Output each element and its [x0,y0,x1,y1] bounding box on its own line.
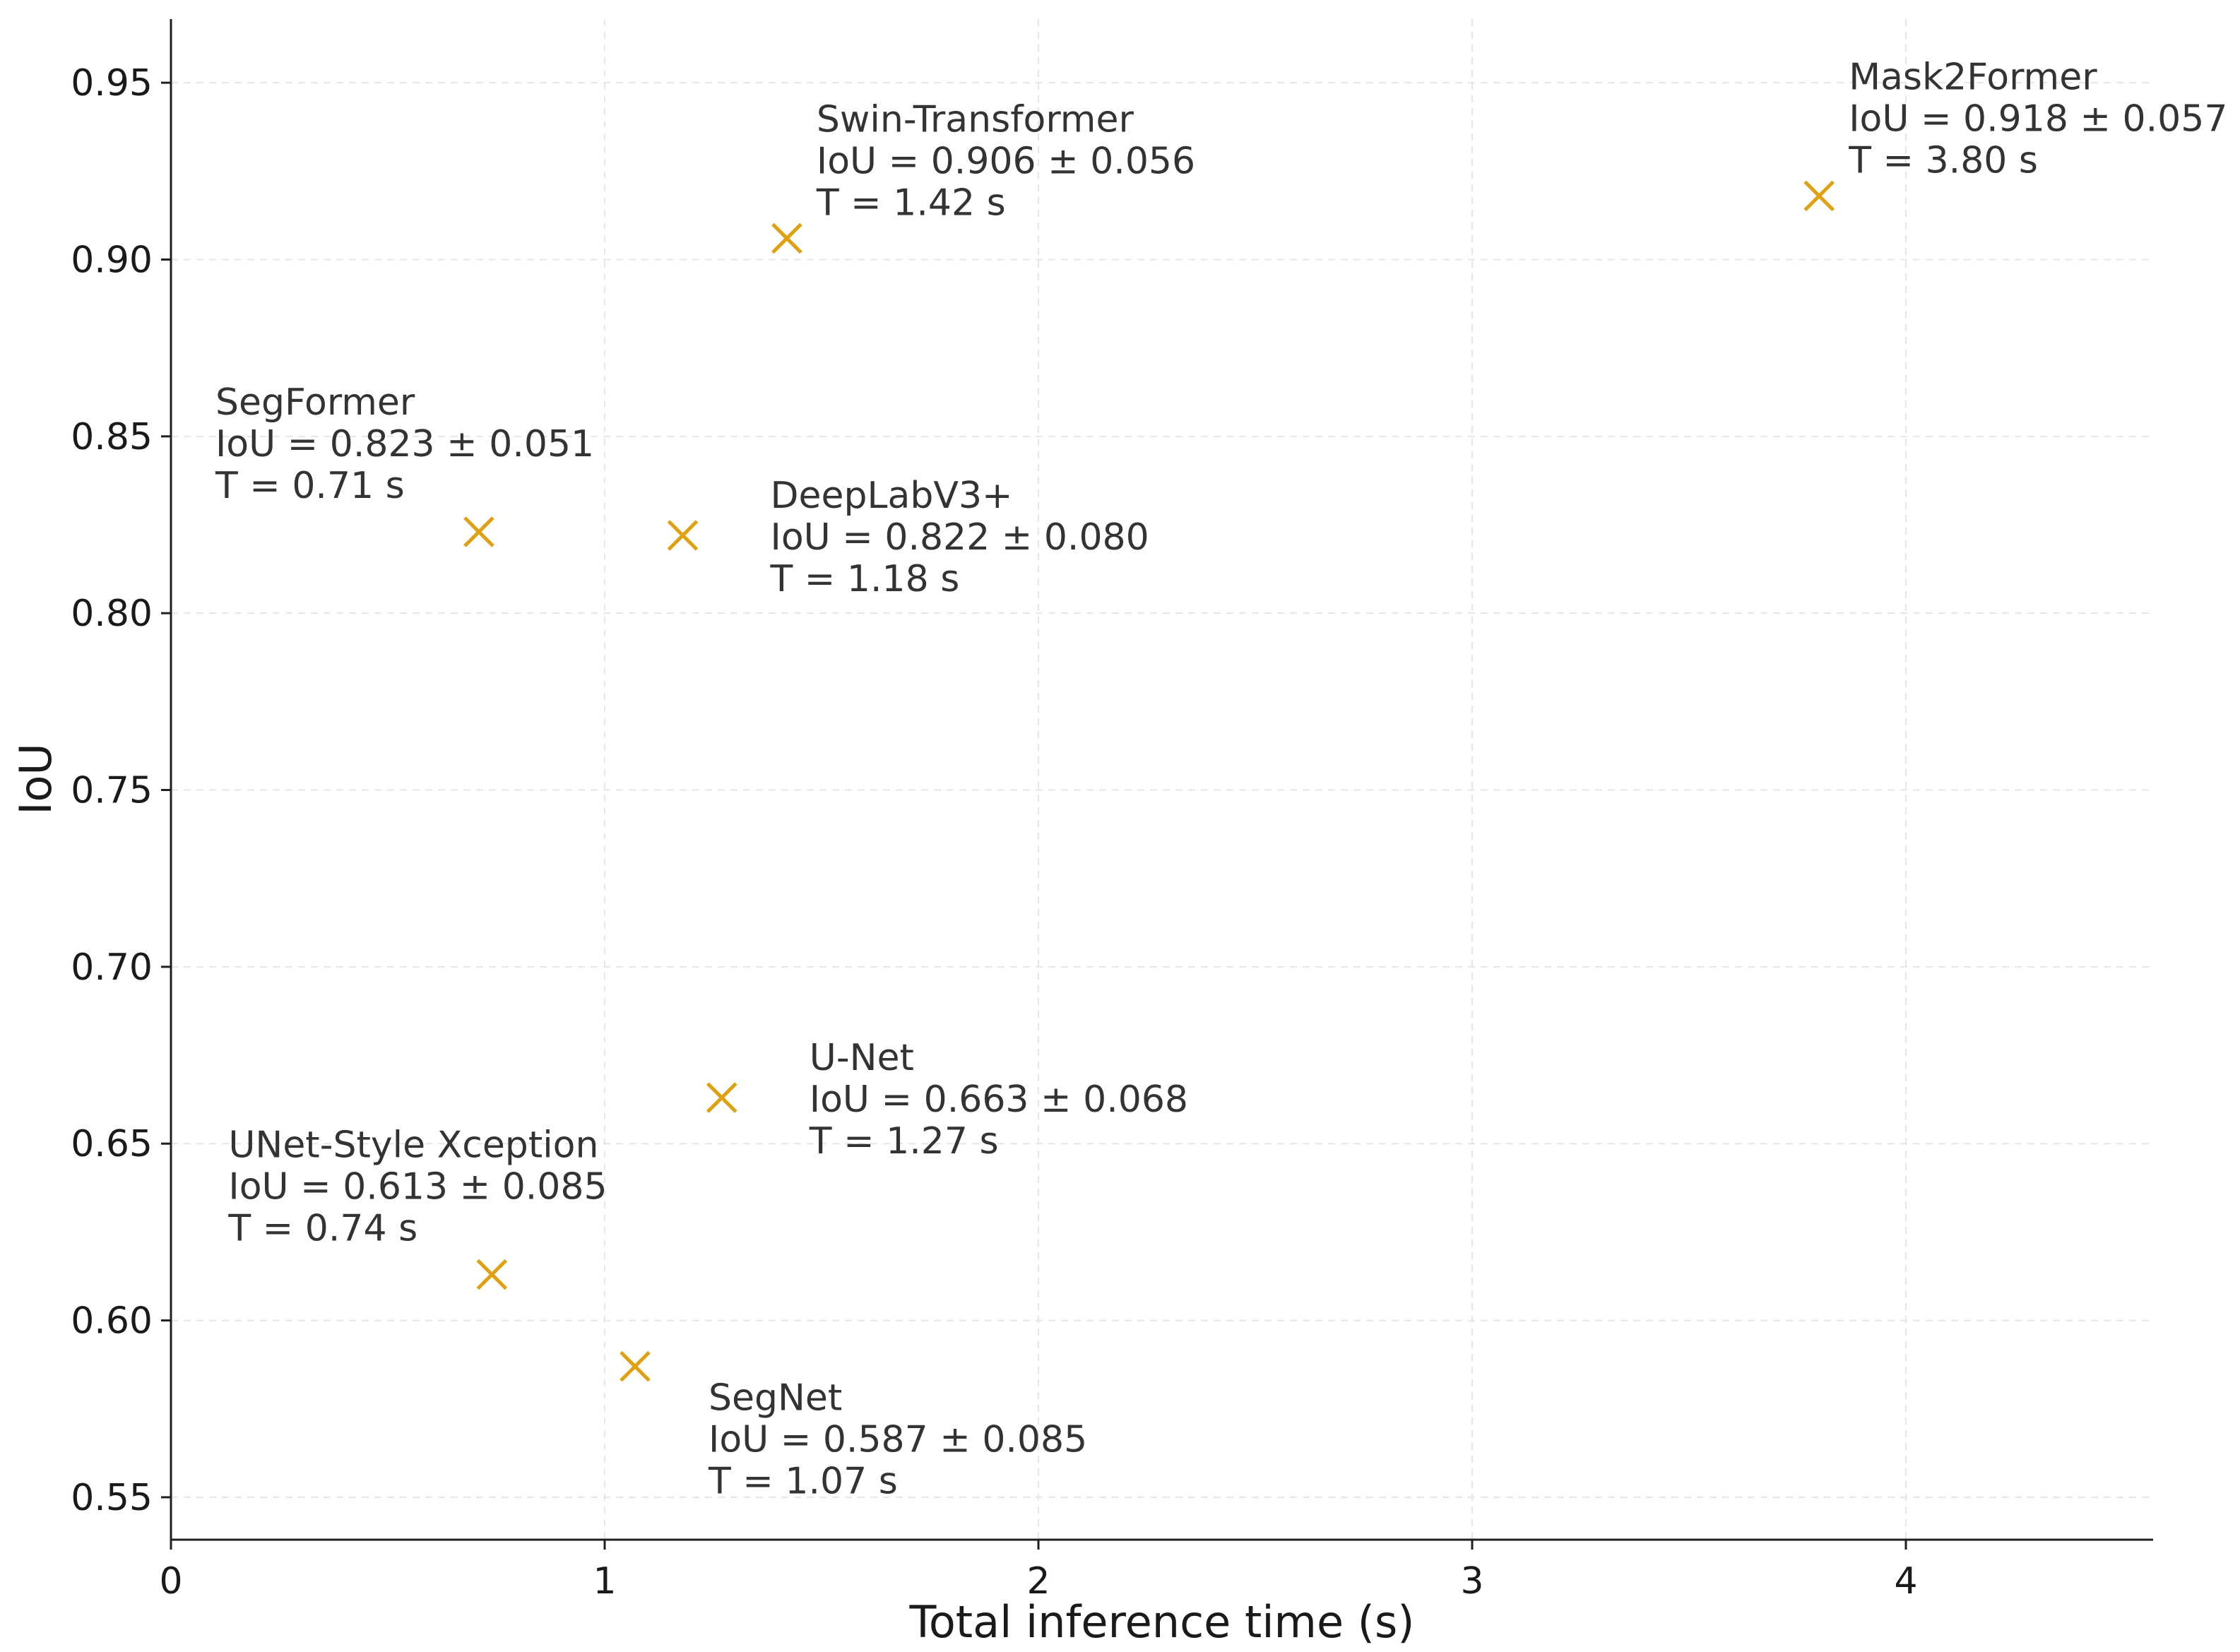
y-tick-label: 0.80 [71,593,153,635]
point-name-label: Swin-Transformer [817,98,1134,141]
y-tick-label: 0.65 [71,1123,153,1165]
data-point-marker [463,516,494,547]
point-time-label: T = 1.42 s [816,182,1006,224]
y-tick-label: 0.55 [71,1477,153,1519]
x-tick-label: 1 [593,1560,616,1603]
x-tick-label: 4 [1894,1560,1917,1603]
x-tick-label: 3 [1460,1560,1483,1603]
y-tick-label: 0.70 [71,946,153,989]
x-tick-label: 2 [1026,1560,1050,1603]
axes [170,19,2153,1541]
marker-stroke [1803,180,1835,212]
y-tick-label: 0.90 [71,239,153,281]
marker-stroke [667,520,699,551]
data-point-marker [1803,180,1835,212]
point-iou-label: IoU = 0.822 ± 0.080 [771,516,1149,559]
data-point-marker [620,1350,651,1382]
y-axis-title: IoU [10,743,61,815]
y-tick-label: 0.75 [71,770,153,812]
grid-lines [170,19,2153,1540]
y-tick-label: 0.95 [71,62,153,105]
point-time-label: T = 3.80 s [1848,139,2038,182]
marker-stroke [476,1259,508,1290]
point-time-label: T = 1.07 s [708,1461,898,1503]
data-points [463,180,1835,1382]
point-time-label: T = 0.71 s [215,465,405,507]
point-iou-label: IoU = 0.587 ± 0.085 [709,1419,1087,1461]
marker-stroke [620,1350,651,1382]
point-iou-label: IoU = 0.663 ± 0.068 [810,1078,1188,1121]
point-iou-label: IoU = 0.906 ± 0.056 [817,140,1195,182]
point-time-label: T = 0.74 s [227,1207,417,1249]
point-name-label: UNet-Style Xception [228,1124,598,1166]
data-point-marker [667,520,699,551]
point-iou-label: IoU = 0.823 ± 0.051 [215,423,594,465]
data-point-marker [706,1082,737,1113]
y-tick-label: 0.60 [71,1300,153,1343]
marker-stroke [771,222,802,254]
x-tick-label: 0 [159,1560,182,1603]
marker-stroke [706,1082,737,1113]
point-iou-label: IoU = 0.918 ± 0.057 [1849,97,2227,140]
y-tick-label: 0.85 [71,416,153,458]
point-time-label: T = 1.27 s [809,1120,999,1163]
data-point-marker [476,1259,508,1290]
point-time-label: T = 1.18 s [770,558,960,600]
axis-ticks: 0 1 2 3 4 0.55 0.60 0.65 0.70 0.75 0.80 0.85 0.90 0.9… [71,62,1917,1603]
point-iou-label: IoU = 0.613 ± 0.085 [228,1165,607,1208]
marker-stroke [463,516,494,547]
data-point-marker [771,222,802,254]
point-name-label: SegNet [709,1377,842,1420]
point-name-label: DeepLabV3+ [771,475,1013,517]
point-name-label: SegFormer [215,381,415,424]
point-name-label: U-Net [810,1037,914,1079]
point-name-label: Mask2Former [1849,56,2097,98]
x-axis-title: Total inference time (s) [909,1596,1415,1648]
